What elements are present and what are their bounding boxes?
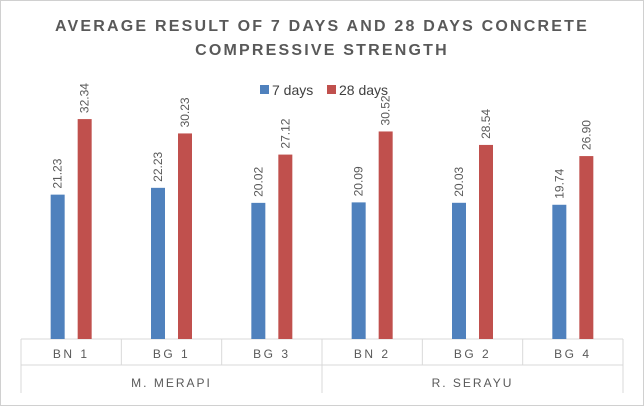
bar-bn-1-7-days [50, 194, 65, 339]
group-label-m-merapi: M. MERAPI [131, 376, 212, 390]
chart-title-line-1: AVERAGE RESULT OF 7 DAYS AND 28 DAYS CON… [55, 18, 589, 35]
data-label-bn-1-28-days: 32.34 [78, 83, 92, 113]
bar-bg-1-28-days [178, 133, 192, 339]
bar-bg-2-28-days [479, 144, 493, 339]
bar-bn-2-7-days [351, 202, 366, 339]
data-label-bg-2-28-days: 28.54 [479, 109, 493, 139]
data-label-bg-1-7-days: 22.23 [151, 151, 165, 181]
x-tick-label-bg-2: BG 2 [454, 347, 491, 361]
data-label-bg-4-28-days: 26.90 [579, 120, 593, 150]
data-label-bn-2-7-days: 20.09 [352, 166, 366, 196]
x-tick-label-bn-1: BN 1 [53, 347, 90, 361]
legend-swatch-28-days [327, 85, 336, 94]
data-label-bn-1-7-days: 21.23 [51, 158, 65, 188]
bar-bn-1-28-days [77, 119, 92, 339]
bar-bn-2-28-days [378, 131, 393, 339]
plot-area: 21.23 32.34 BN 1 22.23 30.23 BG 1 20.02 27.12 BG… [20, 83, 624, 393]
legend: 7 days 28 days [260, 82, 388, 98]
legend-label-7-days: 7 days [272, 82, 313, 98]
chart-title-line-2: COMPRESSIVE STRENGTH [195, 42, 449, 59]
legend-label-28-days: 28 days [339, 82, 388, 98]
data-label-bg-1-28-days: 30.23 [178, 97, 192, 127]
bar-bg-4-28-days [579, 156, 594, 339]
bar-bg-3-7-days [251, 202, 266, 339]
data-label-bg-2-7-days: 20.03 [452, 166, 466, 196]
bar-bg-1-7-days [151, 187, 165, 339]
data-label-bg-3-7-days: 20.02 [251, 167, 265, 197]
data-label-bg-4-7-days: 19.74 [552, 168, 566, 198]
bar-bg-4-7-days [552, 204, 567, 339]
x-tick-label-bg-4: BG 4 [554, 347, 591, 361]
data-label-bg-3-28-days: 27.12 [278, 118, 292, 148]
bar-bg-2-7-days [452, 202, 466, 339]
x-tick-label-bn-2: BN 2 [354, 347, 391, 361]
data-label-bn-2-28-days: 30.52 [379, 95, 393, 125]
x-tick-label-bg-3: BG 3 [253, 347, 290, 361]
legend-swatch-7-days [260, 85, 269, 94]
bar-bg-3-28-days [278, 154, 293, 339]
x-tick-label-bg-1: BG 1 [153, 347, 190, 361]
group-label-r-serayu: R. SERAYU [432, 376, 514, 390]
